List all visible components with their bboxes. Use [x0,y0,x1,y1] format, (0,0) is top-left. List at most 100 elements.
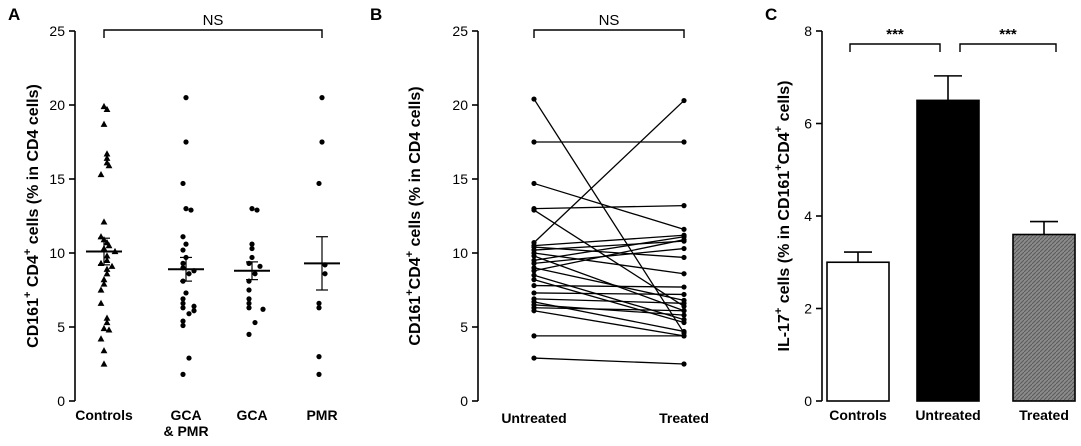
pair-line [533,234,685,247]
bar [1012,233,1076,402]
data-point-triangle [103,150,111,157]
y-tick-label: 6 [804,116,812,132]
y-tick-label: 20 [452,97,468,113]
y-tick-label: 15 [452,171,468,187]
significance-bracket [849,43,941,52]
pair-line [533,100,685,244]
significance-label: *** [999,26,1017,43]
data-point [180,300,186,306]
x-category-label: PMR [306,407,337,423]
y-tick-label: 10 [452,245,468,261]
data-point-triangle [100,218,108,225]
data-point [316,180,322,187]
data-point [681,254,687,261]
pair-line [533,284,685,288]
data-point [681,308,687,314]
data-point [180,180,186,187]
y-axis-title-part: cells) [776,81,793,126]
data-point [681,333,687,339]
data-point-triangle [108,262,116,269]
data-point-triangle [100,347,108,354]
data-point [183,206,189,212]
data-point [249,254,255,261]
data-point [531,333,537,339]
data-point [186,271,192,277]
y-axis-title-superscript: + [773,308,785,314]
x-category-label: Controls [829,407,887,423]
data-point [681,245,687,252]
y-tick-label: 20 [49,97,65,113]
y-tick-label: 4 [804,208,812,224]
data-point [681,319,687,326]
data-point [246,331,252,337]
y-axis-title-part: cells (% in CD161 [776,171,793,308]
y-tick-label: 0 [460,393,468,409]
pair-line [533,236,685,262]
y-axis-title-part: CD161 [407,296,424,346]
data-point [319,139,325,145]
panel-letter-b: B [370,5,382,24]
data-point-triangle [103,314,111,321]
y-axis-title-part: IL-17 [776,314,793,351]
y-axis-title-superscript: + [404,289,416,295]
pair-line [533,292,685,296]
data-point [191,308,197,314]
x-category-label: & PMR [163,423,208,439]
x-category-label: Untreated [501,410,566,426]
data-point [249,206,255,212]
data-point [531,207,537,213]
y-axis-title-part: CD4 [776,132,793,164]
y-axis-title-part: CD4 [25,255,42,292]
data-point [252,319,258,326]
data-point [531,277,537,283]
data-point [681,284,687,290]
panel-letter-a: A [8,5,20,24]
data-point [249,245,255,252]
data-point [531,96,537,102]
data-point [681,139,687,145]
data-point-triangle [100,120,108,127]
data-point-triangle [103,154,111,161]
data-point [183,241,189,247]
y-tick-label: 25 [49,23,65,39]
data-point [531,308,537,314]
y-axis-title-part: CD4 [407,257,424,289]
y-axis-title-superscript: + [773,164,785,170]
data-point [316,300,322,306]
data-point [681,291,687,298]
data-point [180,260,186,266]
x-category-label: GCA [170,407,201,423]
pair-line [533,357,685,365]
significance-label: *** [886,26,904,43]
y-axis-title-superscript: + [404,251,416,257]
data-point [254,207,260,213]
significance-bracket [533,29,685,38]
data-point [531,180,537,187]
data-point [180,247,186,253]
data-point-triangle [105,326,113,333]
data-point [246,305,252,311]
x-category-label: Treated [1019,407,1069,423]
data-point [180,305,186,311]
data-point [531,272,537,278]
data-point [319,95,325,101]
data-point [180,371,186,377]
y-tick-label: 0 [57,393,65,409]
y-axis-title-superscript: + [22,249,34,255]
y-tick-label: 5 [57,319,65,335]
pair-line [533,307,685,312]
y-tick-label: 25 [452,23,468,39]
data-point-triangle [100,276,108,283]
y-axis-title-part: cells (% in CD4 cells) [25,84,42,249]
bar [826,261,890,402]
pair-line [533,247,685,265]
data-point-triangle [105,162,113,169]
panel-letter-c: C [765,5,777,24]
data-point-triangle [100,102,108,110]
data-point [531,253,537,259]
pair-line [533,274,685,321]
data-point [681,300,687,306]
data-point-triangle [97,299,105,306]
